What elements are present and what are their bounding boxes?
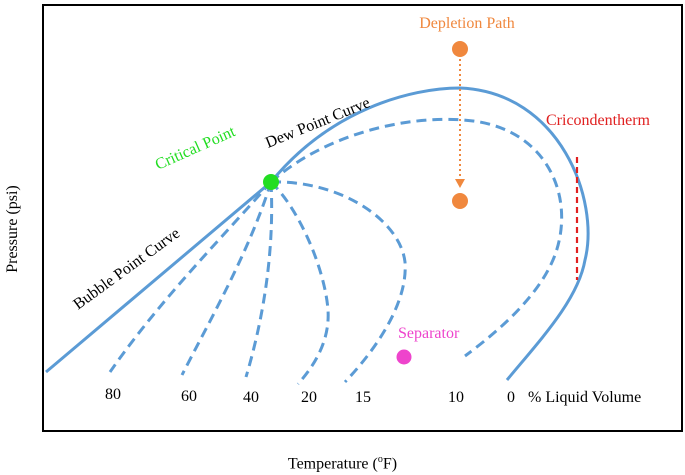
x-axis-label-prefix: Temperature ( bbox=[287, 455, 378, 473]
quality-label-40: 40 bbox=[243, 389, 259, 406]
quality-label-60: 60 bbox=[181, 388, 197, 405]
quality-line-60 bbox=[180, 181, 273, 376]
x-axis-label-suffix: F) bbox=[382, 455, 398, 473]
quality-line-15 bbox=[270, 180, 407, 384]
quality-label-20: 20 bbox=[301, 389, 317, 406]
quality-line-40 bbox=[244, 181, 274, 378]
dew-point-curve-label: Dew Point Curve bbox=[263, 94, 372, 151]
quality-label-0: 0 bbox=[507, 389, 515, 406]
x-axis-label-degree: o bbox=[377, 454, 383, 465]
separator-point bbox=[396, 349, 412, 365]
quality-line-80 bbox=[108, 181, 273, 373]
quality-line-20 bbox=[269, 180, 330, 385]
critical-point-label: Critical Point bbox=[153, 123, 239, 174]
separator-label: Separator bbox=[398, 325, 460, 342]
quality-label-15: 15 bbox=[355, 389, 371, 406]
x-axis-label: Temperature (oF) bbox=[0, 454, 685, 473]
quality-line-10 bbox=[270, 117, 564, 358]
plot-frame bbox=[42, 4, 683, 432]
critical-point-marker bbox=[263, 174, 279, 190]
quality-lines bbox=[108, 117, 564, 385]
depletion-start-point bbox=[452, 41, 468, 57]
y-axis-label: Pressure (psi) bbox=[4, 185, 21, 273]
depletion-path-label: Depletion Path bbox=[419, 15, 515, 32]
depletion-end-point bbox=[452, 193, 468, 209]
depletion-arrowhead bbox=[455, 179, 465, 188]
cricondentherm-label: Cricondentherm bbox=[546, 112, 651, 129]
quality-label-80: 80 bbox=[105, 386, 121, 403]
liquid-volume-label: % Liquid Volume bbox=[528, 389, 641, 406]
quality-label-10: 10 bbox=[448, 389, 464, 406]
phase-envelope-curve bbox=[45, 86, 590, 381]
